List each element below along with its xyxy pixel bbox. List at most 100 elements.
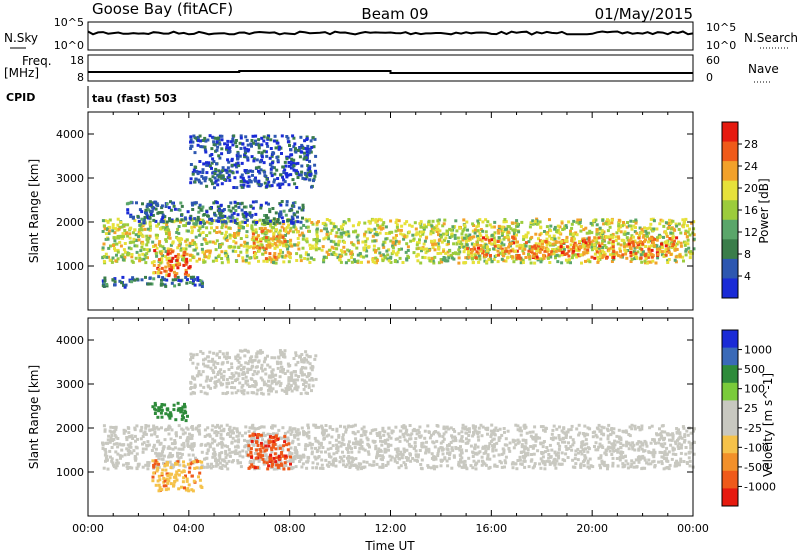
power-cell	[241, 176, 245, 180]
velocity-cell	[350, 450, 354, 454]
velocity-cell	[645, 461, 649, 465]
velocity-cell	[126, 443, 130, 447]
power-cell	[509, 249, 513, 253]
power-cell	[492, 258, 496, 261]
velocity-cell	[290, 441, 294, 445]
power-cell	[308, 243, 312, 247]
velocity-cell	[443, 457, 447, 461]
power-cell	[239, 175, 243, 179]
velocity-cell	[676, 444, 680, 448]
power-cell	[487, 248, 491, 252]
velocity-cell	[238, 450, 242, 454]
power-cell	[598, 244, 602, 248]
velocity-cell	[548, 462, 552, 466]
velocity-cell	[512, 446, 516, 450]
power-cell	[160, 249, 164, 253]
power-cell	[219, 245, 222, 249]
power-cell	[329, 231, 333, 235]
velocity-cell	[469, 444, 473, 448]
power-cell	[299, 135, 303, 139]
power-cell	[250, 144, 253, 148]
velocity-cell	[582, 432, 586, 436]
power-cell	[150, 282, 154, 286]
power-cell	[202, 258, 205, 262]
power-cell	[157, 222, 160, 226]
power-cell	[217, 169, 221, 173]
power-cell	[202, 260, 206, 264]
power-cell	[335, 231, 339, 235]
power-cell	[289, 220, 293, 224]
power-cell	[192, 275, 196, 279]
velocity-cell	[247, 448, 251, 452]
colorbar-swatch	[722, 161, 738, 182]
power-cell	[197, 206, 201, 210]
freq-unit-label: [MHz]	[4, 66, 39, 80]
power-cell	[674, 244, 678, 248]
power-cell	[190, 225, 194, 229]
velocity-cell	[206, 442, 210, 446]
power-cell	[247, 245, 251, 249]
power-cell	[563, 225, 566, 229]
power-cell	[290, 153, 294, 157]
velocity-cell	[606, 464, 610, 468]
velocity-cell	[528, 430, 532, 434]
velocity-cell	[467, 427, 471, 431]
power-cell	[455, 242, 459, 246]
power-cell	[148, 276, 152, 280]
power-cell	[152, 218, 156, 222]
power-cell	[165, 273, 169, 277]
power-cell	[215, 226, 219, 230]
power-cell	[215, 231, 219, 234]
velocity-cell	[573, 457, 577, 461]
velocity-cell	[310, 452, 314, 456]
power-cell	[560, 240, 564, 244]
power-cell	[535, 255, 539, 259]
velocity-cell	[523, 465, 527, 469]
power-cell	[299, 226, 303, 230]
power-cell	[549, 237, 553, 241]
power-cell	[145, 238, 149, 242]
ytick-label: 3000	[56, 172, 84, 185]
power-cell	[350, 255, 354, 259]
power-cell	[558, 231, 562, 235]
velocity-cell	[305, 431, 309, 435]
power-cell	[190, 229, 194, 233]
power-cell	[635, 255, 639, 259]
power-cell	[655, 238, 659, 242]
power-cell	[156, 270, 160, 274]
power-cell	[144, 275, 147, 279]
velocity-cell	[341, 433, 345, 437]
power-cell	[505, 249, 509, 253]
power-cell	[183, 272, 187, 276]
velocity-cell	[216, 431, 220, 434]
velocity-cell	[439, 464, 443, 468]
velocity-cell	[670, 457, 674, 461]
power-cell	[681, 255, 685, 259]
power-cell	[177, 238, 181, 242]
velocity-cell	[357, 450, 361, 454]
colorbar-swatch	[722, 141, 738, 162]
velocity-cell	[150, 433, 153, 437]
power-cell	[588, 260, 592, 264]
power-cell	[666, 249, 670, 253]
power-cell	[646, 240, 650, 244]
power-cell	[249, 169, 253, 173]
power-cell	[389, 260, 393, 264]
power-cell	[244, 258, 248, 262]
power-cell	[198, 160, 202, 163]
velocity-cell	[602, 426, 606, 430]
velocity-cell	[161, 450, 164, 454]
velocity-cell	[460, 448, 464, 452]
power-cell	[590, 248, 594, 252]
power-cell	[391, 244, 395, 248]
colorbar-tick-label: 24	[744, 160, 758, 173]
velocity-cell	[603, 464, 607, 468]
power-cell	[448, 236, 452, 239]
velocity-cell	[413, 441, 417, 445]
velocity-cell	[360, 440, 364, 444]
power-cell	[201, 250, 205, 254]
power-cell	[515, 254, 518, 258]
power-cell	[205, 210, 209, 214]
velocity-cell	[318, 442, 322, 446]
velocity-cell	[576, 458, 580, 462]
